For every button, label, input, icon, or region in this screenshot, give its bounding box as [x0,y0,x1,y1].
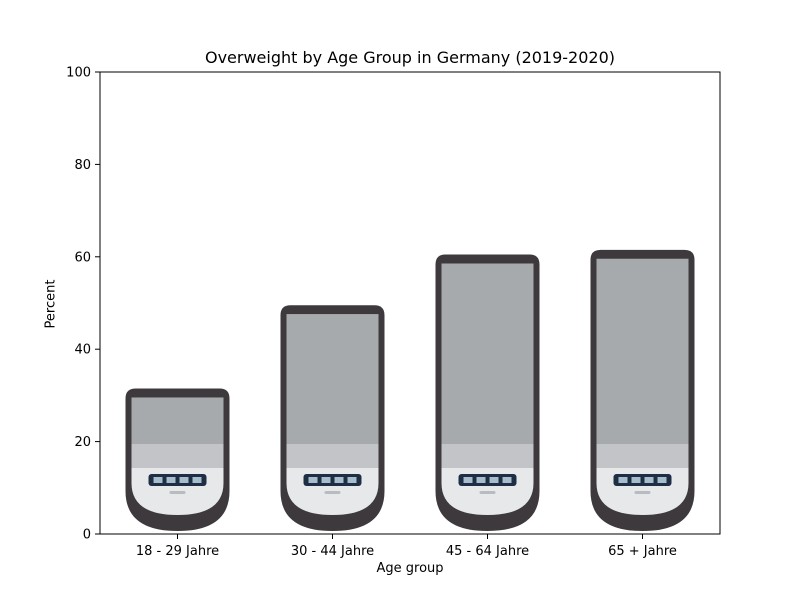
bar-panel-band [131,444,224,468]
bar-panel [596,258,689,468]
display-segment [153,477,163,483]
display-segment [321,477,331,483]
bar-panel [441,263,534,468]
x-tick-label: 65 + Jahre [608,544,677,559]
bar-logo [324,491,341,494]
axes-frame [99,71,721,535]
display-segment [476,477,486,483]
bar-panel-band [286,444,379,468]
bar-panel-band [596,444,689,468]
bar-1 [125,388,230,531]
display-segment [489,477,499,483]
x-tick-label: 45 - 64 Jahre [446,544,529,559]
bar-display [148,474,207,486]
bars-group [125,249,695,532]
y-tick-label: 100 [66,66,91,81]
display-segment [644,477,654,483]
display-segment [192,477,202,483]
display-segment [502,477,512,483]
display-segment [631,477,641,483]
display-segment [463,477,473,483]
bar-2 [280,305,385,531]
bar-display [458,474,517,486]
display-segment [657,477,667,483]
y-tick-label: 0 [83,528,91,543]
y-tick-label: 80 [74,158,91,173]
bar-panel-band [441,444,534,468]
bar-display [613,474,672,486]
bar-4 [590,249,695,531]
display-segment [347,477,357,483]
bar-logo [169,491,186,494]
display-segment [618,477,628,483]
axes-group: 0 20 40 60 80 100 18 - 29 Jahre 30 - 44 Jahre 45… [66,66,721,559]
display-segment [334,477,344,483]
display-segment [308,477,318,483]
bar-logo [634,491,651,494]
display-segment [166,477,176,483]
y-tick-label: 40 [74,343,91,358]
bar-panel [286,314,379,468]
bar-logo [479,491,496,494]
display-segment [179,477,189,483]
x-tick-label: 18 - 29 Jahre [136,544,219,559]
x-tick-label: 30 - 44 Jahre [291,544,374,559]
y-tick-label: 20 [74,435,91,450]
x-axis-label: Age group [376,561,444,576]
bar-display [303,474,362,486]
bar-3 [435,254,540,532]
y-tick-label: 60 [74,250,91,265]
chart-title: Overweight by Age Group in Germany (2019… [204,48,616,67]
